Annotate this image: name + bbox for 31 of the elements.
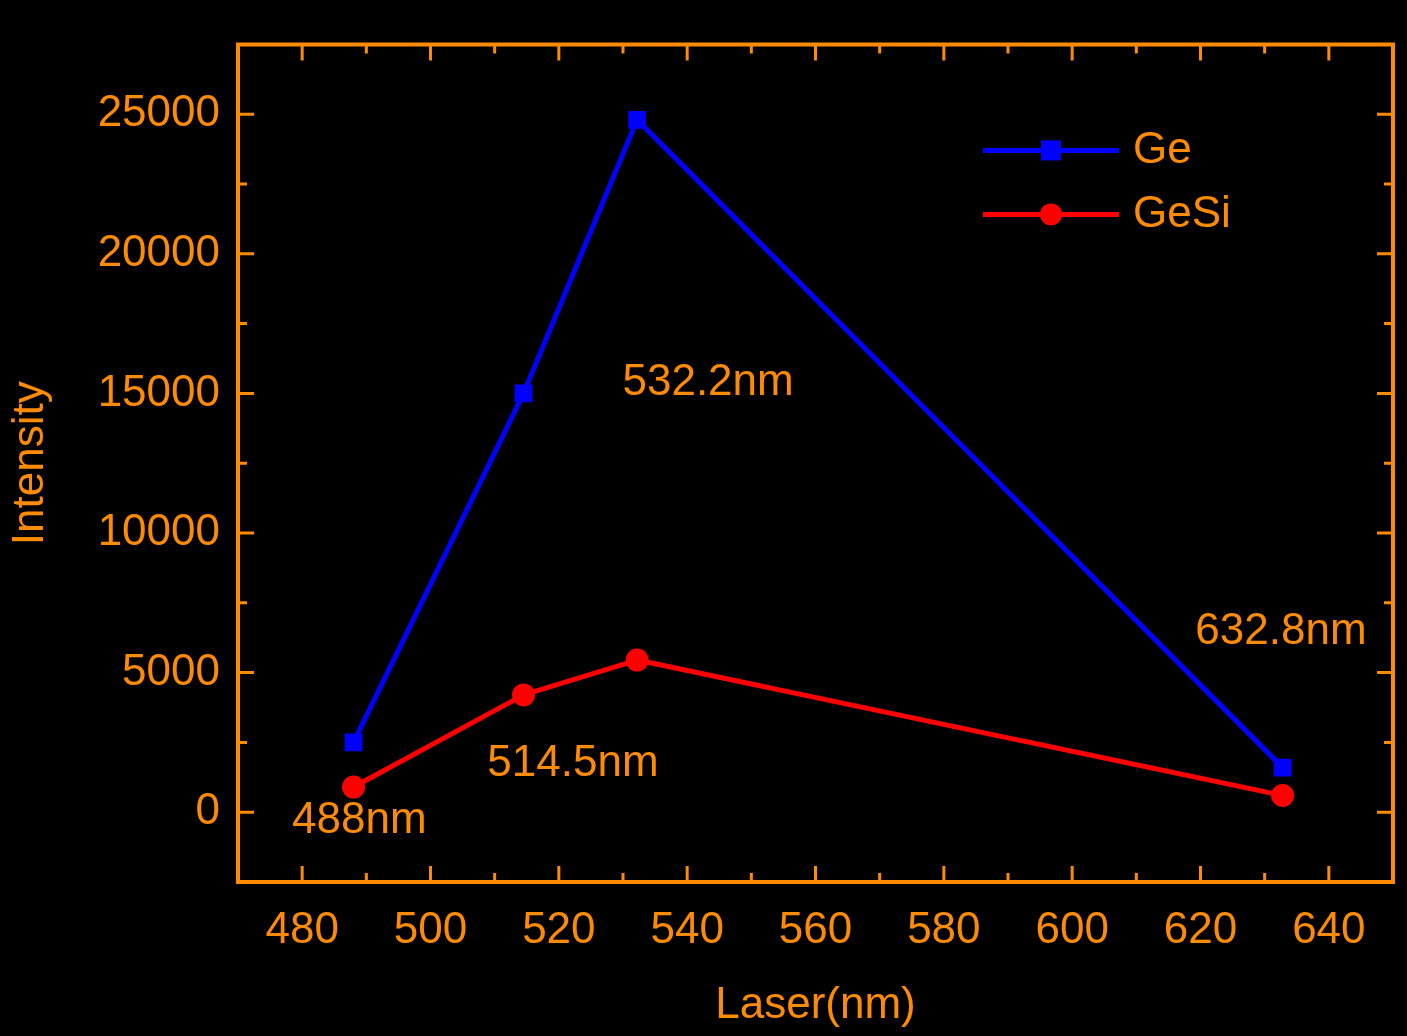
- point: [625, 648, 649, 672]
- annotation: 488nm: [292, 793, 427, 842]
- point: [1273, 758, 1292, 777]
- x-tick-label: 500: [393, 902, 468, 952]
- point: [628, 110, 646, 129]
- y-tick-label: 15000: [97, 365, 220, 415]
- x-tick-label: 640: [1292, 902, 1366, 952]
- annotation: 532.2nm: [622, 354, 794, 404]
- x-tick-label: 580: [907, 902, 981, 952]
- annotation: 632.8nm: [1195, 603, 1367, 653]
- point: [342, 775, 365, 799]
- x-tick-label: 600: [1035, 902, 1109, 952]
- point: [512, 683, 536, 707]
- x-tick-label: 620: [1163, 902, 1238, 952]
- y-tick-label: 10000: [97, 505, 220, 555]
- x-tick-label: 520: [522, 902, 596, 952]
- point: [344, 733, 363, 752]
- y-axis-title: Intensity: [2, 381, 52, 546]
- annotation: 514.5nm: [487, 736, 659, 786]
- legend-label: Ge: [1133, 122, 1192, 172]
- x-tick-label: 560: [778, 902, 853, 952]
- y-tick-label: 25000: [97, 86, 220, 136]
- x-tick-label: 480: [265, 902, 339, 952]
- point: [514, 384, 533, 403]
- y-tick-label: 5000: [122, 644, 220, 694]
- y-tick-label: 20000: [97, 225, 220, 275]
- point: [1271, 783, 1295, 807]
- legend-label: GeSi: [1133, 186, 1231, 236]
- x-tick-label: 540: [650, 902, 724, 952]
- y-tick-label: 0: [195, 784, 220, 834]
- x-axis-title: Laser(nm): [715, 977, 916, 1027]
